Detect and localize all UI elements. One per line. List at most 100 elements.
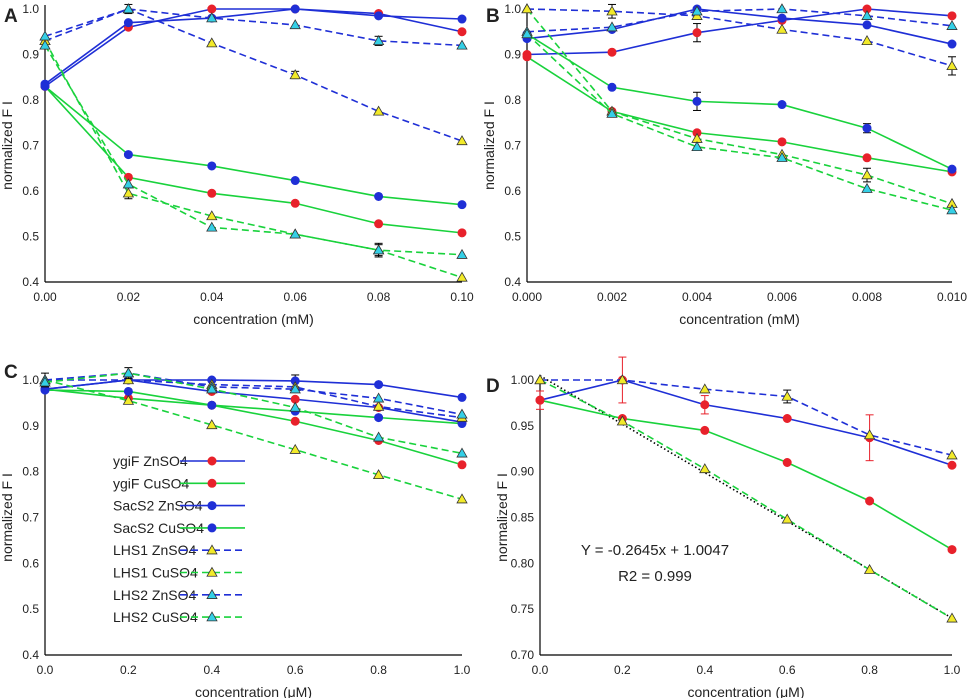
data-point: [372, 431, 385, 442]
data-point: [946, 612, 958, 623]
data-point: [39, 39, 51, 50]
chart-panel-b: 0.000 0.002 0.004 0.006 0.008 0.010 0.4 0.5 0.6 0…: [481, 2, 967, 327]
panel-label: A: [4, 6, 18, 27]
data-point: [534, 374, 546, 385]
series-line: [44, 85, 463, 206]
data-point: [456, 447, 468, 458]
chart-panel-c: 0.0 0.2 0.4 0.6 0.8 1.0 0.4 0.5 0.6 0.7 0.8 0.9 1.0 c…: [0, 362, 471, 698]
data-point: [457, 14, 467, 24]
data-point: [607, 82, 617, 92]
legend-entry: LHS2 CuSO4: [113, 609, 198, 625]
data-point: [206, 210, 218, 221]
data-point: [40, 81, 50, 91]
data-point: [206, 419, 218, 430]
legend: ygiF ZnSO4 ygiF CuSO4 SacS2 ZnSO4 SacS2 CuS…: [113, 453, 245, 625]
legend-entry: ygiF ZnSO4: [113, 453, 188, 469]
data-point: [692, 96, 702, 106]
legend-entry: LHS1 CuSO4: [113, 565, 198, 581]
legend-entry: SacS2 CuSO4: [113, 520, 204, 536]
data-point: [781, 513, 793, 524]
x-tick-label: 0.002: [597, 290, 627, 304]
data-point: [289, 401, 301, 412]
fit-r2: R2 = 0.999: [618, 568, 692, 585]
data-point: [865, 496, 875, 506]
data-point: [946, 60, 958, 71]
y-tick-label: 1.0: [504, 2, 521, 16]
series-line: [44, 379, 463, 500]
series-line: [44, 8, 463, 85]
data-point: [289, 383, 301, 394]
data-point: [457, 460, 467, 470]
data-point: [699, 463, 711, 474]
y-tick-label: 0.95: [511, 419, 535, 433]
x-axis-label: concentration (mM): [193, 311, 314, 327]
data-point: [207, 188, 217, 198]
series-line: [526, 8, 953, 205]
data-point: [535, 395, 545, 405]
data-point: [374, 380, 384, 390]
data-point: [374, 11, 384, 21]
data-point: [206, 383, 218, 394]
data-point: [607, 47, 617, 57]
data-point: [289, 19, 301, 30]
panel-label: D: [486, 376, 500, 397]
data-point: [122, 178, 135, 189]
x-axis-label: concentration (μM): [195, 684, 312, 698]
data-point: [290, 416, 300, 426]
legend-entry: LHS1 ZnSO4: [113, 542, 196, 558]
series-line: [44, 379, 463, 399]
x-tick-label: 0.000: [512, 290, 542, 304]
data-point: [606, 21, 618, 32]
y-tick-label: 1.00: [511, 373, 535, 387]
data-point: [123, 18, 133, 28]
y-tick-label: 0.9: [22, 48, 39, 62]
data-point: [782, 457, 792, 467]
x-tick-label: 0.0: [37, 663, 54, 677]
legend-marker: [207, 456, 217, 466]
data-point: [207, 400, 217, 410]
data-point: [372, 105, 385, 116]
data-point: [522, 52, 532, 62]
data-point: [699, 383, 711, 394]
series-line: [44, 8, 463, 88]
data-point: [39, 376, 51, 387]
legend-marker: [207, 501, 217, 511]
chart-panel-d: 0.0 0.2 0.4 0.6 0.8 1.0 0.70 0.75 0.80 0.85 0.90 0.…: [486, 356, 961, 698]
data-point: [456, 271, 468, 282]
data-point: [782, 413, 792, 423]
y-tick-label: 0.5: [504, 230, 521, 244]
chart-panel-a: 0.00 0.02 0.04 0.06 0.08 0.10 0.4 0.5 0.6 0.7 0.8 0…: [0, 2, 474, 327]
y-tick-label: 0.6: [22, 556, 39, 570]
x-tick-label: 0.010: [937, 290, 967, 304]
data-point: [947, 460, 957, 470]
data-point: [457, 392, 467, 402]
legend-marker: [207, 478, 217, 488]
x-tick-label: 0.04: [200, 290, 224, 304]
series-line: [526, 8, 953, 67]
data-point: [861, 10, 873, 20]
x-tick-label: 0.08: [367, 290, 391, 304]
data-point: [777, 13, 787, 23]
legend-marker: [207, 523, 217, 533]
series-line: [45, 379, 463, 419]
series-line: [526, 33, 953, 170]
data-point: [616, 415, 629, 426]
fit-equation: Y = -0.2645x + 1.0047: [581, 542, 729, 559]
y-tick-label: 0.6: [504, 184, 521, 198]
data-point: [372, 400, 385, 411]
legend-entry: LHS2 ZnSO4: [113, 587, 196, 603]
y-tick-label: 0.4: [22, 648, 39, 662]
data-point: [456, 39, 468, 50]
series-line: [539, 399, 953, 551]
data-point: [947, 164, 957, 174]
data-point: [862, 123, 872, 133]
data-point: [372, 35, 385, 45]
x-axis-label: concentration (μM): [688, 684, 805, 698]
series-line: [526, 56, 953, 173]
data-point: [122, 187, 135, 198]
y-tick-label: 0.8: [22, 465, 39, 479]
x-tick-label: 0.008: [852, 290, 882, 304]
data-point: [207, 4, 217, 14]
y-tick-label: 1.0: [22, 373, 39, 387]
series-line: [44, 44, 463, 256]
